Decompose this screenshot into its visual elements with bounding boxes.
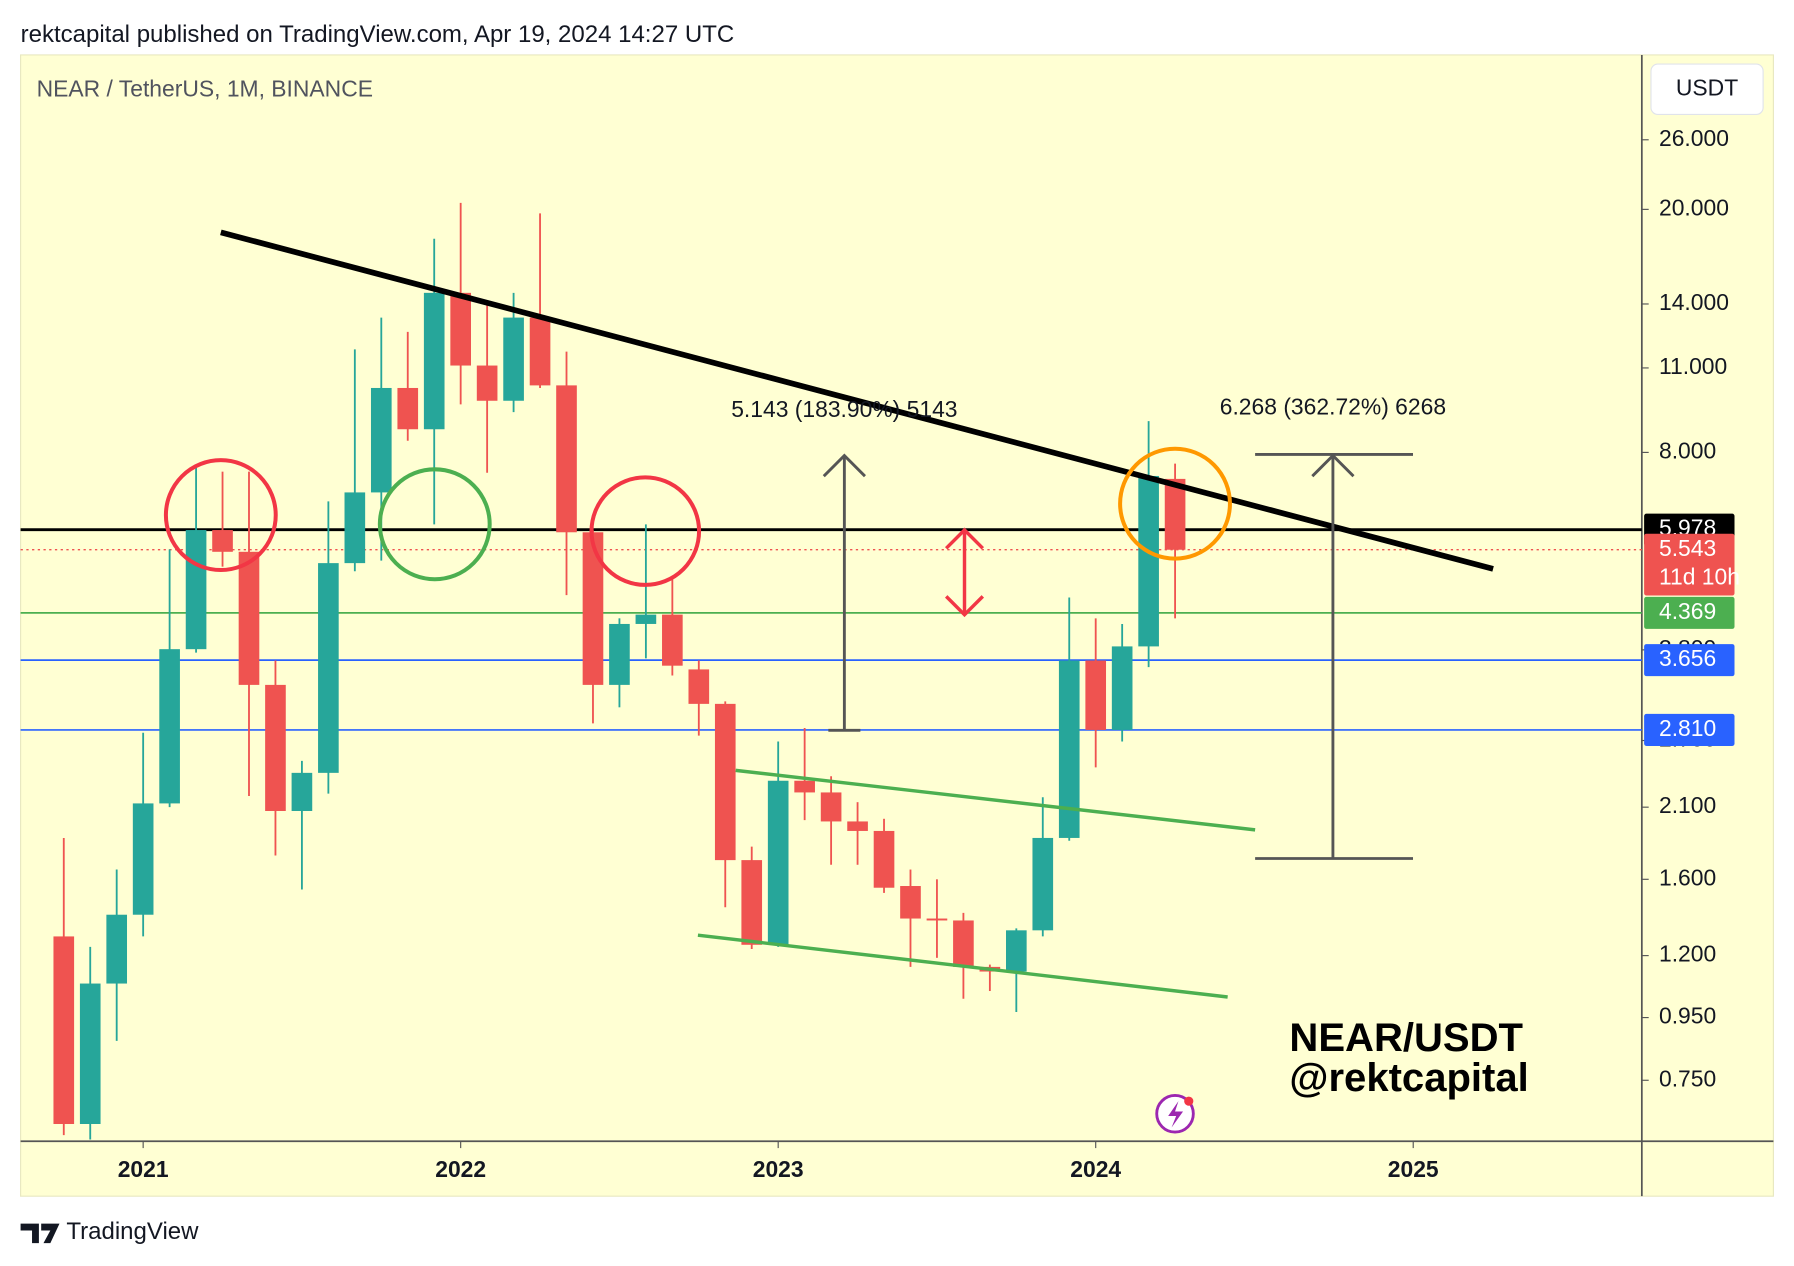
y-tick-label: 1.200 xyxy=(1659,941,1716,967)
candle-body xyxy=(132,803,154,915)
candle-body xyxy=(423,292,445,430)
footer: TradingView xyxy=(66,1218,199,1245)
axis-labels: 26.00020.00014.00011.0008.0003.8002.7002… xyxy=(118,125,1740,1182)
x-tick-label: 2025 xyxy=(1388,1156,1439,1182)
double-arrow xyxy=(944,527,985,618)
candle-body xyxy=(953,920,974,967)
channel-line xyxy=(697,933,1228,999)
candle-body xyxy=(344,492,366,564)
candle-body xyxy=(794,780,815,793)
logo xyxy=(20,1223,60,1244)
circle xyxy=(163,458,278,573)
candle-body xyxy=(900,886,921,919)
candle-body xyxy=(582,532,604,685)
candle-body xyxy=(106,914,128,984)
candle-body xyxy=(688,669,710,704)
candle-body xyxy=(662,614,683,666)
candle-body xyxy=(291,772,313,811)
candle-body xyxy=(1164,478,1186,550)
candle-body xyxy=(238,551,260,685)
price-label: 4.369 xyxy=(1659,598,1716,624)
candle-body xyxy=(503,317,524,401)
price-label: 2.810 xyxy=(1659,715,1716,741)
candle-body xyxy=(212,530,233,552)
icon xyxy=(1184,1096,1194,1106)
marks xyxy=(20,202,1642,1140)
countdown: 11d 10h xyxy=(1659,563,1740,589)
candle-body xyxy=(926,918,948,921)
price-label-bg xyxy=(1644,533,1735,596)
y-tick-label: 11.000 xyxy=(1659,353,1727,379)
candle-body xyxy=(714,703,736,861)
candle-body xyxy=(1032,837,1054,931)
circle xyxy=(589,475,702,587)
circle xyxy=(377,467,492,582)
candle-body xyxy=(318,563,339,773)
channel-line xyxy=(735,768,1256,832)
drawings: 5.143 (183.90%) 5143 6.268 (362.72%) 626… xyxy=(163,229,1529,1134)
candle-body xyxy=(450,292,471,366)
currency: USDT xyxy=(1676,74,1738,100)
plot-background xyxy=(20,54,1774,1197)
candle-body xyxy=(1058,660,1080,838)
y-tick-label: 2.100 xyxy=(1659,792,1716,818)
candle-body xyxy=(1111,646,1133,730)
candle-body xyxy=(1085,660,1107,730)
y-tick-label: 20.000 xyxy=(1659,194,1729,220)
candle-body xyxy=(1138,475,1159,647)
x-tick-label: 2024 xyxy=(1070,1156,1121,1182)
y-tick-label: 8.000 xyxy=(1659,437,1716,463)
candle-body xyxy=(529,317,551,386)
price-label: 3.656 xyxy=(1659,645,1716,671)
x-tick-label: 2023 xyxy=(753,1156,804,1182)
header: rektcapital published on TradingView.com… xyxy=(21,21,735,48)
candle-body xyxy=(847,821,868,831)
candle-body xyxy=(53,936,75,1125)
candle-body xyxy=(397,387,419,430)
y-tick-label: 14.000 xyxy=(1659,289,1729,315)
candle-body xyxy=(79,983,101,1125)
y-tick-label: 26.000 xyxy=(1659,125,1729,151)
x-tick-label: 2022 xyxy=(435,1156,486,1182)
candle-body xyxy=(767,780,789,945)
candle-body xyxy=(1006,930,1027,972)
watermark: NEAR/USDT xyxy=(1289,1016,1523,1060)
watermark: @rektcapital xyxy=(1289,1056,1528,1100)
price-label: 5.543 xyxy=(1659,535,1716,561)
candle-body xyxy=(741,860,763,945)
circle xyxy=(1118,446,1232,561)
x-tick-label: 2021 xyxy=(118,1156,169,1182)
measure xyxy=(822,453,1414,860)
candle-body xyxy=(159,649,180,804)
candle-body xyxy=(185,530,207,650)
y-tick-label: 0.750 xyxy=(1659,1065,1716,1091)
candle-body xyxy=(370,387,392,493)
currency-box xyxy=(1650,63,1764,116)
candle-body xyxy=(476,365,498,401)
y-tick-label: 0.950 xyxy=(1659,1003,1716,1029)
price-label-bg xyxy=(1644,713,1735,746)
candle-body xyxy=(873,830,895,888)
price-label-bg xyxy=(1644,596,1735,629)
candle-body xyxy=(609,623,630,685)
price-label-bg xyxy=(1644,644,1735,677)
candle-body xyxy=(556,385,577,533)
candle-body xyxy=(820,792,842,822)
icon xyxy=(1168,1101,1184,1128)
candle-body xyxy=(635,614,657,624)
measure-label: 5.143 (183.90%) 5143 xyxy=(731,396,957,422)
legend-title: NEAR / TetherUS, 1M, BINANCE xyxy=(37,75,373,101)
measure-label: 6.268 (362.72%) 6268 xyxy=(1220,394,1446,420)
y-tick-label: 1.600 xyxy=(1659,864,1716,890)
trendline xyxy=(220,229,1494,572)
candle-body xyxy=(265,684,286,811)
